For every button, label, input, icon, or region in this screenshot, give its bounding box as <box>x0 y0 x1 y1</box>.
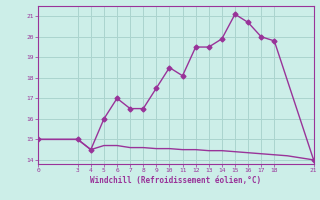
X-axis label: Windchill (Refroidissement éolien,°C): Windchill (Refroidissement éolien,°C) <box>91 176 261 185</box>
